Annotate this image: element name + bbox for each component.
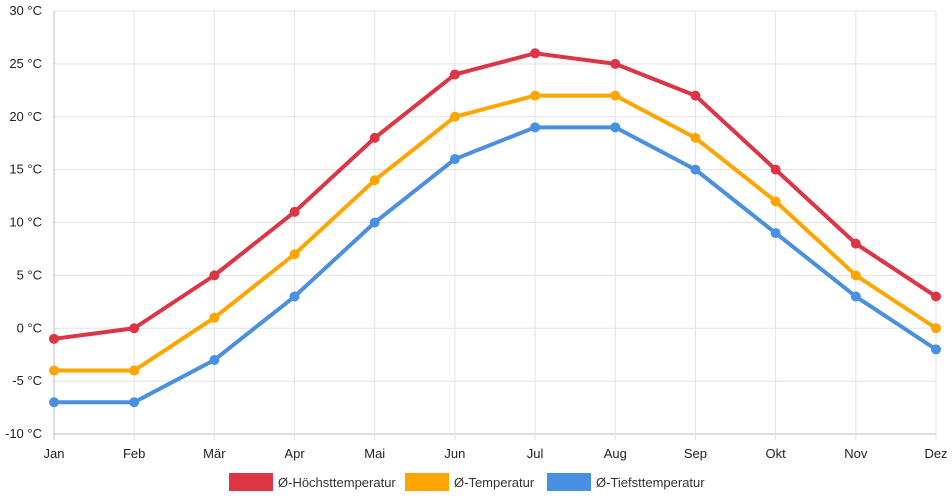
data-point[interactable] [850, 270, 861, 281]
y-tick-label: 10 °C [9, 215, 42, 230]
x-tick-label: Jan [44, 446, 65, 461]
data-point[interactable] [49, 397, 59, 408]
data-point[interactable] [770, 164, 781, 175]
y-tick-label: 30 °C [9, 3, 42, 18]
data-point[interactable] [289, 249, 300, 260]
data-point[interactable] [931, 323, 941, 334]
x-tick-label: Jun [444, 446, 465, 461]
legend-swatch [547, 473, 591, 491]
data-point[interactable] [449, 111, 460, 122]
x-tick-label: Nov [844, 446, 868, 461]
legend-swatch [405, 473, 449, 491]
data-point[interactable] [770, 196, 781, 207]
x-tick-label: Aug [604, 446, 627, 461]
x-tick-label: Apr [284, 446, 305, 461]
series-2 [49, 90, 941, 376]
data-point[interactable] [49, 365, 59, 376]
legend-label: Ø-Temperatur [454, 475, 535, 490]
data-point[interactable] [690, 132, 701, 143]
y-tick-label: -10 °C [5, 426, 42, 441]
y-tick-label: -5 °C [12, 373, 42, 388]
data-point[interactable] [209, 312, 220, 323]
data-point[interactable] [610, 122, 621, 133]
x-tick-label: Sep [684, 446, 707, 461]
legend-label: Ø-Tiefsttemperatur [596, 475, 705, 490]
data-point[interactable] [690, 164, 701, 175]
legend-item[interactable]: Ø-Temperatur [405, 473, 535, 491]
legend: Ø-Höchsttemperatur Ø-Temperatur Ø-Tiefstte… [229, 473, 705, 491]
y-tick-label: 0 °C [17, 320, 42, 335]
legend-swatch [229, 473, 273, 491]
x-tick-label: Mai [364, 446, 385, 461]
data-point[interactable] [690, 90, 701, 101]
y-axis-ticks: -10 °C -5 °C 0 °C 5 °C 10 °C 15 °C 20 °C 25 °C 3… [5, 3, 42, 441]
x-tick-label: Mär [203, 446, 226, 461]
x-axis-ticks: Jan Feb Mär Apr Mai Jun Jul Aug Sep Okt Nov Dez [44, 446, 948, 461]
data-point[interactable] [49, 333, 59, 344]
series-3 [49, 122, 941, 408]
data-point[interactable] [530, 122, 541, 133]
data-point[interactable] [369, 217, 380, 228]
data-point[interactable] [530, 90, 541, 101]
data-point[interactable] [850, 238, 861, 249]
data-point[interactable] [530, 48, 541, 59]
data-point[interactable] [369, 132, 380, 143]
series-line [52, 93, 938, 373]
data-point[interactable] [931, 344, 941, 355]
x-tick-label: Feb [123, 446, 145, 461]
data-point[interactable] [850, 291, 861, 302]
x-tick-label: Dez [924, 446, 947, 461]
data-point[interactable] [449, 69, 460, 80]
data-point[interactable] [289, 206, 300, 217]
data-point[interactable] [610, 90, 621, 101]
data-point[interactable] [209, 354, 220, 365]
data-point[interactable] [770, 228, 781, 239]
y-tick-label: 25 °C [9, 56, 42, 71]
x-tick-label: Jul [527, 446, 544, 461]
data-point[interactable] [369, 175, 380, 186]
series-line [52, 125, 938, 405]
series-1 [49, 48, 941, 344]
data-point[interactable] [129, 397, 140, 408]
data-point[interactable] [289, 291, 300, 302]
y-tick-label: 15 °C [9, 162, 42, 177]
data-point[interactable] [931, 291, 941, 302]
data-point[interactable] [610, 58, 621, 69]
legend-label: Ø-Höchsttemperatur [278, 475, 396, 490]
data-point[interactable] [209, 270, 220, 281]
legend-item[interactable]: Ø-Höchsttemperatur [229, 473, 396, 491]
data-point[interactable] [449, 154, 460, 165]
legend-item[interactable]: Ø-Tiefsttemperatur [547, 473, 705, 491]
series-line [52, 51, 938, 341]
data-point[interactable] [129, 365, 140, 376]
data-point[interactable] [129, 323, 140, 334]
series-lines [49, 48, 941, 408]
x-tick-label: Okt [766, 446, 787, 461]
y-tick-label: 5 °C [17, 267, 42, 282]
y-tick-label: 20 °C [9, 109, 42, 124]
